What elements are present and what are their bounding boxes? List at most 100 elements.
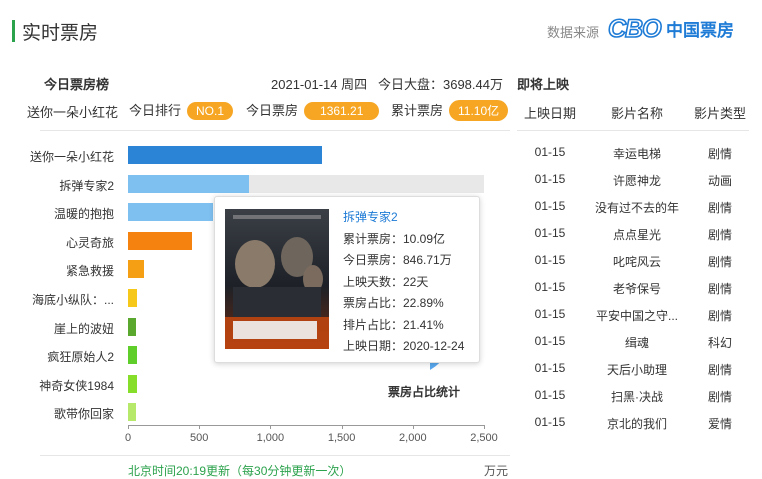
movie-name-cell[interactable]: 没有过不去的年	[594, 201, 679, 215]
total-box-value: 3698.44万	[442, 77, 503, 92]
bar[interactable]	[128, 346, 137, 365]
cumulative-label: 累计票房	[391, 103, 444, 118]
movie-type-cell: 动画	[707, 174, 732, 188]
page-header: 实时票房 数据来源 CBO 中国票房	[0, 0, 762, 60]
table-row[interactable]: 01-15 天后小助理 剧情	[517, 356, 749, 383]
movie-name-cell[interactable]: 老爷保号	[612, 282, 661, 296]
release-date-cell: 01-15	[534, 280, 566, 294]
movie-name-cell[interactable]: 天后小助理	[606, 363, 667, 377]
category-label: 温暖的抱抱	[53, 207, 114, 222]
table-row[interactable]: 01-15 老爷保号 剧情	[517, 275, 749, 302]
category-label: 神奇女侠1984	[39, 378, 114, 393]
x-tick	[484, 425, 485, 429]
rank-summary: 今日排行 NO.1	[129, 100, 234, 120]
movie-type-cell: 科幻	[707, 336, 732, 350]
category-label: 疯狂原始人2	[47, 350, 114, 365]
release-date-cell: 01-15	[534, 415, 566, 429]
release-date-cell: 01-15	[534, 334, 566, 348]
cbo-logo-text: 中国票房	[666, 20, 734, 41]
x-tick-label: 2,000	[399, 432, 427, 444]
movie-name-cell[interactable]: 平安中国之守...	[595, 309, 678, 323]
header-release-date: 上映日期	[523, 106, 576, 121]
category-label: 心灵奇旅	[65, 235, 114, 250]
table-row[interactable]: 01-15 幸运电梯 剧情	[517, 140, 749, 167]
page-title: 实时票房	[22, 23, 99, 44]
table-row[interactable]: 01-15 京北的我们 爱情	[517, 410, 749, 437]
x-axis	[128, 425, 484, 426]
selected-movie-name: 送你一朵小红花	[27, 105, 119, 120]
bar[interactable]	[128, 203, 214, 222]
today-box-summary: 今日票房 1361.21	[246, 100, 380, 120]
bar[interactable]	[128, 374, 138, 393]
x-tick	[199, 425, 201, 429]
upcoming-table-header: 上映日期 影片名称 影片类型	[517, 100, 749, 131]
movie-type-cell: 剧情	[707, 390, 732, 404]
cbo-logo-mark: CBO	[608, 15, 662, 43]
table-row[interactable]: 01-15 点点星光 剧情	[517, 221, 749, 248]
table-row[interactable]: 01-15 许愿神龙 动画	[517, 167, 749, 194]
header-movie-type: 影片类型	[693, 106, 746, 121]
release-date-cell: 01-15	[534, 145, 566, 159]
cbo-logo[interactable]: CBO 中国票房	[607, 14, 748, 44]
movie-name-cell[interactable]: 幸运电梯	[612, 147, 661, 161]
cbo-logo-icon: CBO 中国票房	[607, 14, 734, 44]
movie-name-cell[interactable]: 缉魂	[624, 336, 649, 350]
bar[interactable]	[128, 403, 136, 422]
pie-chart-label: 票房占比统计	[388, 385, 461, 399]
table-row[interactable]: 01-15 扫黑·决战 剧情	[517, 383, 749, 410]
movie-type-cell: 剧情	[707, 282, 732, 296]
movie-name-cell[interactable]: 京北的我们	[606, 417, 667, 431]
bar[interactable]	[128, 231, 193, 250]
movie-name-cell[interactable]: 叱咤风云	[612, 255, 661, 269]
movie-name-cell[interactable]: 点点星光	[612, 228, 661, 242]
update-note: 北京时间20:19更新（每30分钟更新一次）	[128, 464, 352, 478]
release-date-cell: 01-15	[534, 172, 566, 186]
rank-label: 今日排行	[129, 103, 182, 118]
total-box-summary: 累计票房 11.10亿	[391, 100, 509, 121]
footer-divider	[40, 455, 510, 456]
bar[interactable]	[128, 289, 137, 307]
x-tick	[270, 425, 272, 429]
bar[interactable]	[128, 146, 322, 164]
tooltip-movie-name: 拆弹专家2	[343, 210, 398, 224]
category-label: 紧急救援	[65, 264, 114, 279]
summary-divider	[40, 130, 510, 131]
table-row[interactable]: 01-15 叱咤风云 剧情	[517, 248, 749, 275]
movie-poster	[225, 209, 329, 349]
upcoming-table-body: 01-15 幸运电梯 剧情 01-15 许愿神龙 动画 01-15 没有过不去的年 剧情 01-1…	[517, 140, 749, 437]
tooltip-line: 排片占比：21.41%	[343, 317, 444, 332]
movie-tooltip: 拆弹专家2 累计票房：10.09亿 今日票房：846.71万 上映天数：22天 …	[214, 196, 480, 363]
tooltip-line: 累计票房：10.09亿	[343, 231, 446, 246]
movie-name-cell[interactable]: 许愿神龙	[612, 174, 661, 188]
movie-type-cell: 剧情	[707, 228, 732, 242]
table-row[interactable]: 01-15 平安中国之守... 剧情	[517, 302, 749, 329]
tooltip-line: 票房占比：22.89%	[343, 296, 444, 310]
table-row[interactable]: 01-15 缉魂 科幻	[517, 329, 749, 356]
tooltip-line: 上映天数：22天	[343, 274, 429, 289]
movie-type-cell: 剧情	[707, 309, 732, 323]
table-row[interactable]: 01-15 没有过不去的年 剧情	[517, 194, 749, 221]
category-label: 拆弹专家2	[59, 178, 114, 193]
source-label: 数据来源	[547, 25, 600, 40]
movie-type-cell: 剧情	[707, 255, 732, 269]
total-box-label: 今日大盘：	[377, 77, 443, 92]
tooltip-details: 拆弹专家2 累计票房：10.09亿 今日票房：846.71万 上映天数：22天 …	[343, 207, 464, 358]
movie-name-cell[interactable]: 扫黑·决战	[611, 390, 663, 404]
bar[interactable]	[128, 260, 144, 279]
release-date-cell: 01-15	[534, 199, 566, 213]
x-tick-label: 1,000	[256, 432, 285, 444]
release-date-cell: 01-15	[534, 388, 566, 402]
release-date-cell: 01-15	[534, 307, 566, 321]
category-label: 海底小纵队：...	[31, 293, 114, 307]
today-box-label: 今日票房	[246, 103, 299, 118]
release-date-cell: 01-15	[534, 361, 566, 375]
bar[interactable]	[128, 174, 249, 193]
today-rank-title: 今日票房榜	[44, 77, 110, 92]
bar[interactable]	[128, 317, 136, 336]
x-tick-label: 0	[124, 432, 132, 444]
x-tick-label: 1,500	[327, 432, 356, 444]
movie-type-cell: 爱情	[707, 417, 732, 431]
category-label: 送你一朵小红花	[29, 150, 114, 164]
title-accent-bar	[12, 20, 15, 42]
current-date: 2021-01-14 周四	[271, 77, 368, 92]
